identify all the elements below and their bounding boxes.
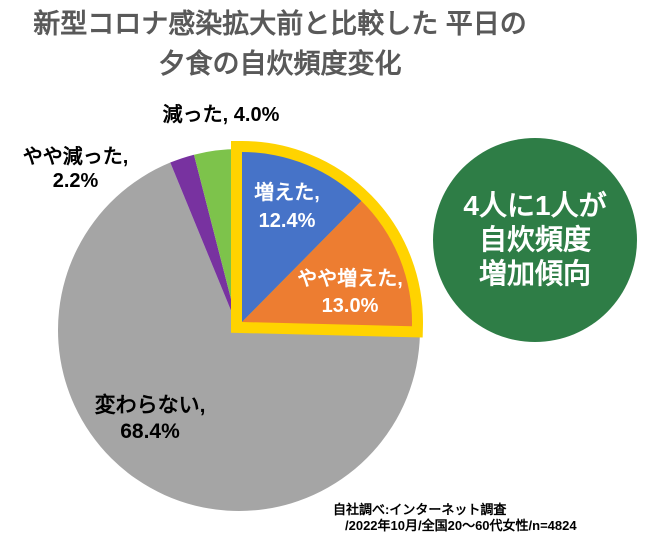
pie-label-somewhat-increased: やや増えた, 13.0%	[270, 266, 430, 320]
pie-label-somewhat-increased-value: 13.0%	[321, 295, 379, 317]
footnote-line1: 自社調べ:インターネット調査	[333, 502, 507, 517]
pie-label-somewhat-decreased: やや減った, 2.2%	[3, 145, 148, 193]
callout-line2: 自炊頻度	[478, 224, 591, 255]
chart-title: 新型コロナ感染拡大前と比較した 平日の夕食の自炊頻度変化	[30, 4, 530, 84]
pie-slice-increased	[242, 152, 362, 322]
pie-label-decreased: 減った, 4.0%	[136, 103, 306, 127]
pie-slice-somewhat-increased	[242, 201, 413, 327]
pie-label-increased: 増えた, 12.4%	[227, 179, 347, 235]
chart-title-line1: 新型コロナ感染拡大前と比較した	[33, 9, 439, 39]
pie-label-increased-value: 12.4%	[258, 210, 316, 232]
callout-line3: 増加傾向	[478, 258, 591, 289]
callout-line1: 4人に1人が	[463, 190, 607, 221]
footnote-line2: /2022年10月/全国20〜60代女性/n=4824	[345, 518, 577, 533]
pie-label-somewhat-decreased-text: やや減った,	[22, 146, 129, 168]
pie-slice-somewhat-decreased	[170, 154, 239, 330]
pie-label-increased-text: 増えた,	[254, 182, 320, 204]
pie-label-somewhat-decreased-value: 2.2%	[52, 170, 99, 192]
pie-slice-unchanged	[57, 162, 420, 512]
pie-label-somewhat-increased-text: やや増えた,	[297, 268, 403, 290]
pie-label-unchanged-text: 変わらない,	[94, 394, 206, 417]
callout-circle: 4人に1人が 自炊頻度 増加傾向	[433, 138, 637, 342]
pie-label-unchanged-value: 68.4%	[120, 420, 180, 443]
pie-label-decreased-text: 減った,	[162, 104, 229, 126]
pie-slice-decreased	[193, 149, 239, 330]
pie-label-unchanged: 変わらない, 68.4%	[70, 393, 230, 445]
pie-label-decreased-value: 4.0%	[233, 104, 280, 126]
footnote: 自社調べ:インターネット調査 /2022年10月/全国20〜60代女性/n=48…	[333, 502, 650, 534]
chart-title-line2: 平日の夕食の自炊頻度変化	[158, 9, 527, 79]
